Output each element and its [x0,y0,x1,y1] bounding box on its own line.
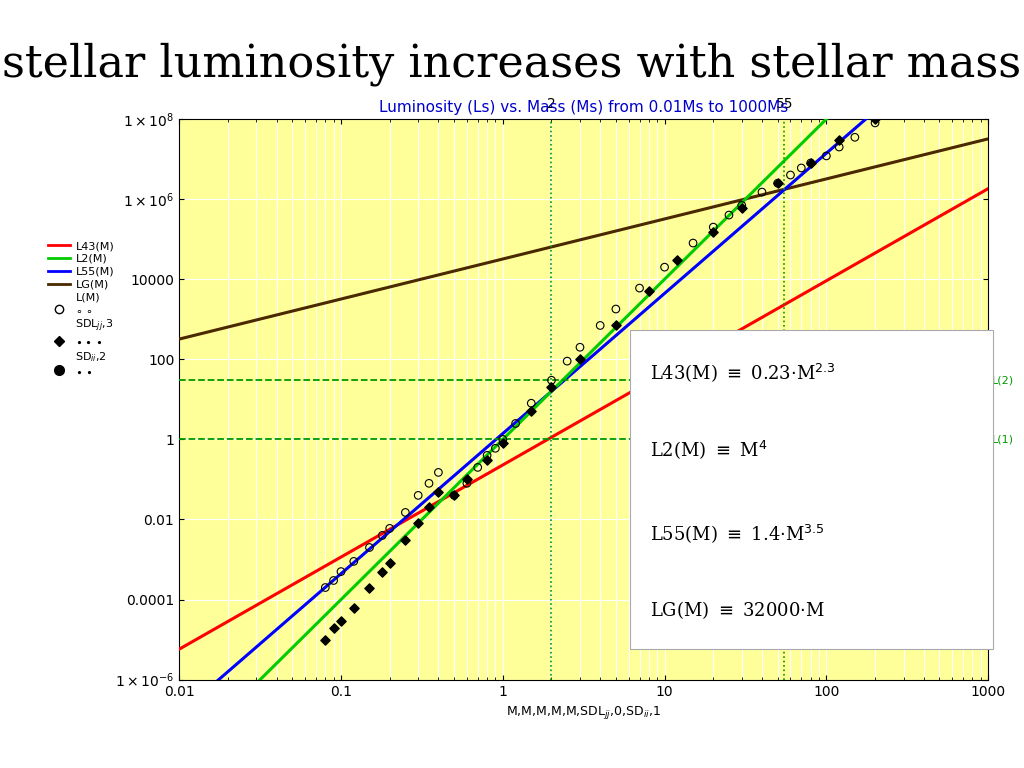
Point [361,541,378,554]
Point [382,558,398,570]
Point [544,381,560,393]
X-axis label: M,M,M,M,M,SDL$_{jj}$,0,SD$_{ii}$,1: M,M,M,M,M,SDL$_{jj}$,0,SD$_{ii}$,1 [506,704,662,721]
Point [706,226,722,238]
Point [632,282,648,294]
Point [459,473,475,485]
Point [607,303,624,315]
Point [317,634,334,646]
Point [733,202,750,214]
Point [445,489,462,502]
Point [769,177,785,190]
Point [397,535,414,547]
Text: 55: 55 [775,97,794,111]
Point [831,134,848,146]
Point [430,485,446,498]
Point [382,522,398,535]
Title: Luminosity (Ls) vs. Mass (Ms) from 0.01Ms to 1000Ms: Luminosity (Ls) vs. Mass (Ms) from 0.01M… [379,100,788,115]
Point [374,529,390,541]
Point [333,614,349,627]
Point [607,319,624,332]
Point [754,186,770,198]
Point [641,285,657,297]
Point [592,319,608,332]
Point [867,117,884,129]
Point [733,199,750,211]
Point [670,254,686,266]
Point [831,141,848,153]
Point [571,353,588,366]
Point [495,437,511,449]
Point [782,169,799,181]
Text: 2: 2 [547,97,556,111]
Point [361,581,378,594]
Point [571,341,588,353]
Point [523,406,540,418]
Point [326,621,342,634]
Point [346,602,362,614]
Point [794,162,810,174]
Point [895,103,911,115]
Text: L(2): L(2) [991,376,1014,386]
Point [479,449,496,462]
Point [430,466,446,478]
Point [326,574,342,587]
Text: L43(M) $\equiv$ 0.23$\cdot$M$^{2.3}$: L43(M) $\equiv$ 0.23$\cdot$M$^{2.3}$ [650,361,836,384]
Point [931,85,947,98]
Point [769,177,785,190]
Point [656,261,673,273]
Text: LG(M) $\equiv$ 32000$\cdot$M: LG(M) $\equiv$ 32000$\cdot$M [650,600,825,621]
Point [410,517,426,529]
Point [931,73,947,85]
Point [895,94,911,106]
Text: L(1): L(1) [991,435,1014,445]
Point [397,506,414,518]
Point [421,502,437,514]
Point [706,221,722,233]
Point [317,581,334,594]
Point [333,565,349,578]
Point [346,555,362,568]
Point [374,565,390,578]
Point [847,131,863,144]
Point [721,209,737,221]
Legend: L43(M), L2(M), L55(M), LG(M), L(M), $\circ\,\circ$, SDL$_{jj}$,3, $\bullet\bulle: L43(M), L2(M), L55(M), LG(M), L(M), $\ci… [43,237,119,381]
Point [445,489,462,502]
Point [508,417,524,429]
Text: L2(M) $\equiv$ M$^{4}$: L2(M) $\equiv$ M$^{4}$ [650,438,768,461]
Point [495,433,511,445]
Point [559,355,575,367]
Point [803,157,819,169]
Point [410,489,426,502]
Point [421,477,437,489]
Point [487,442,504,455]
Point [915,94,932,106]
Point [544,374,560,386]
Point [459,477,475,489]
Point [523,397,540,409]
Point [803,157,819,169]
Point [818,150,835,162]
Point [470,462,486,474]
Text: L55(M) $\equiv$ 1.4$\cdot$M$^{3.5}$: L55(M) $\equiv$ 1.4$\cdot$M$^{3.5}$ [650,522,825,545]
Point [685,237,701,249]
Point [479,454,496,466]
Point [867,113,884,125]
Text: stellar luminosity increases with stellar mass: stellar luminosity increases with stella… [2,42,1022,86]
